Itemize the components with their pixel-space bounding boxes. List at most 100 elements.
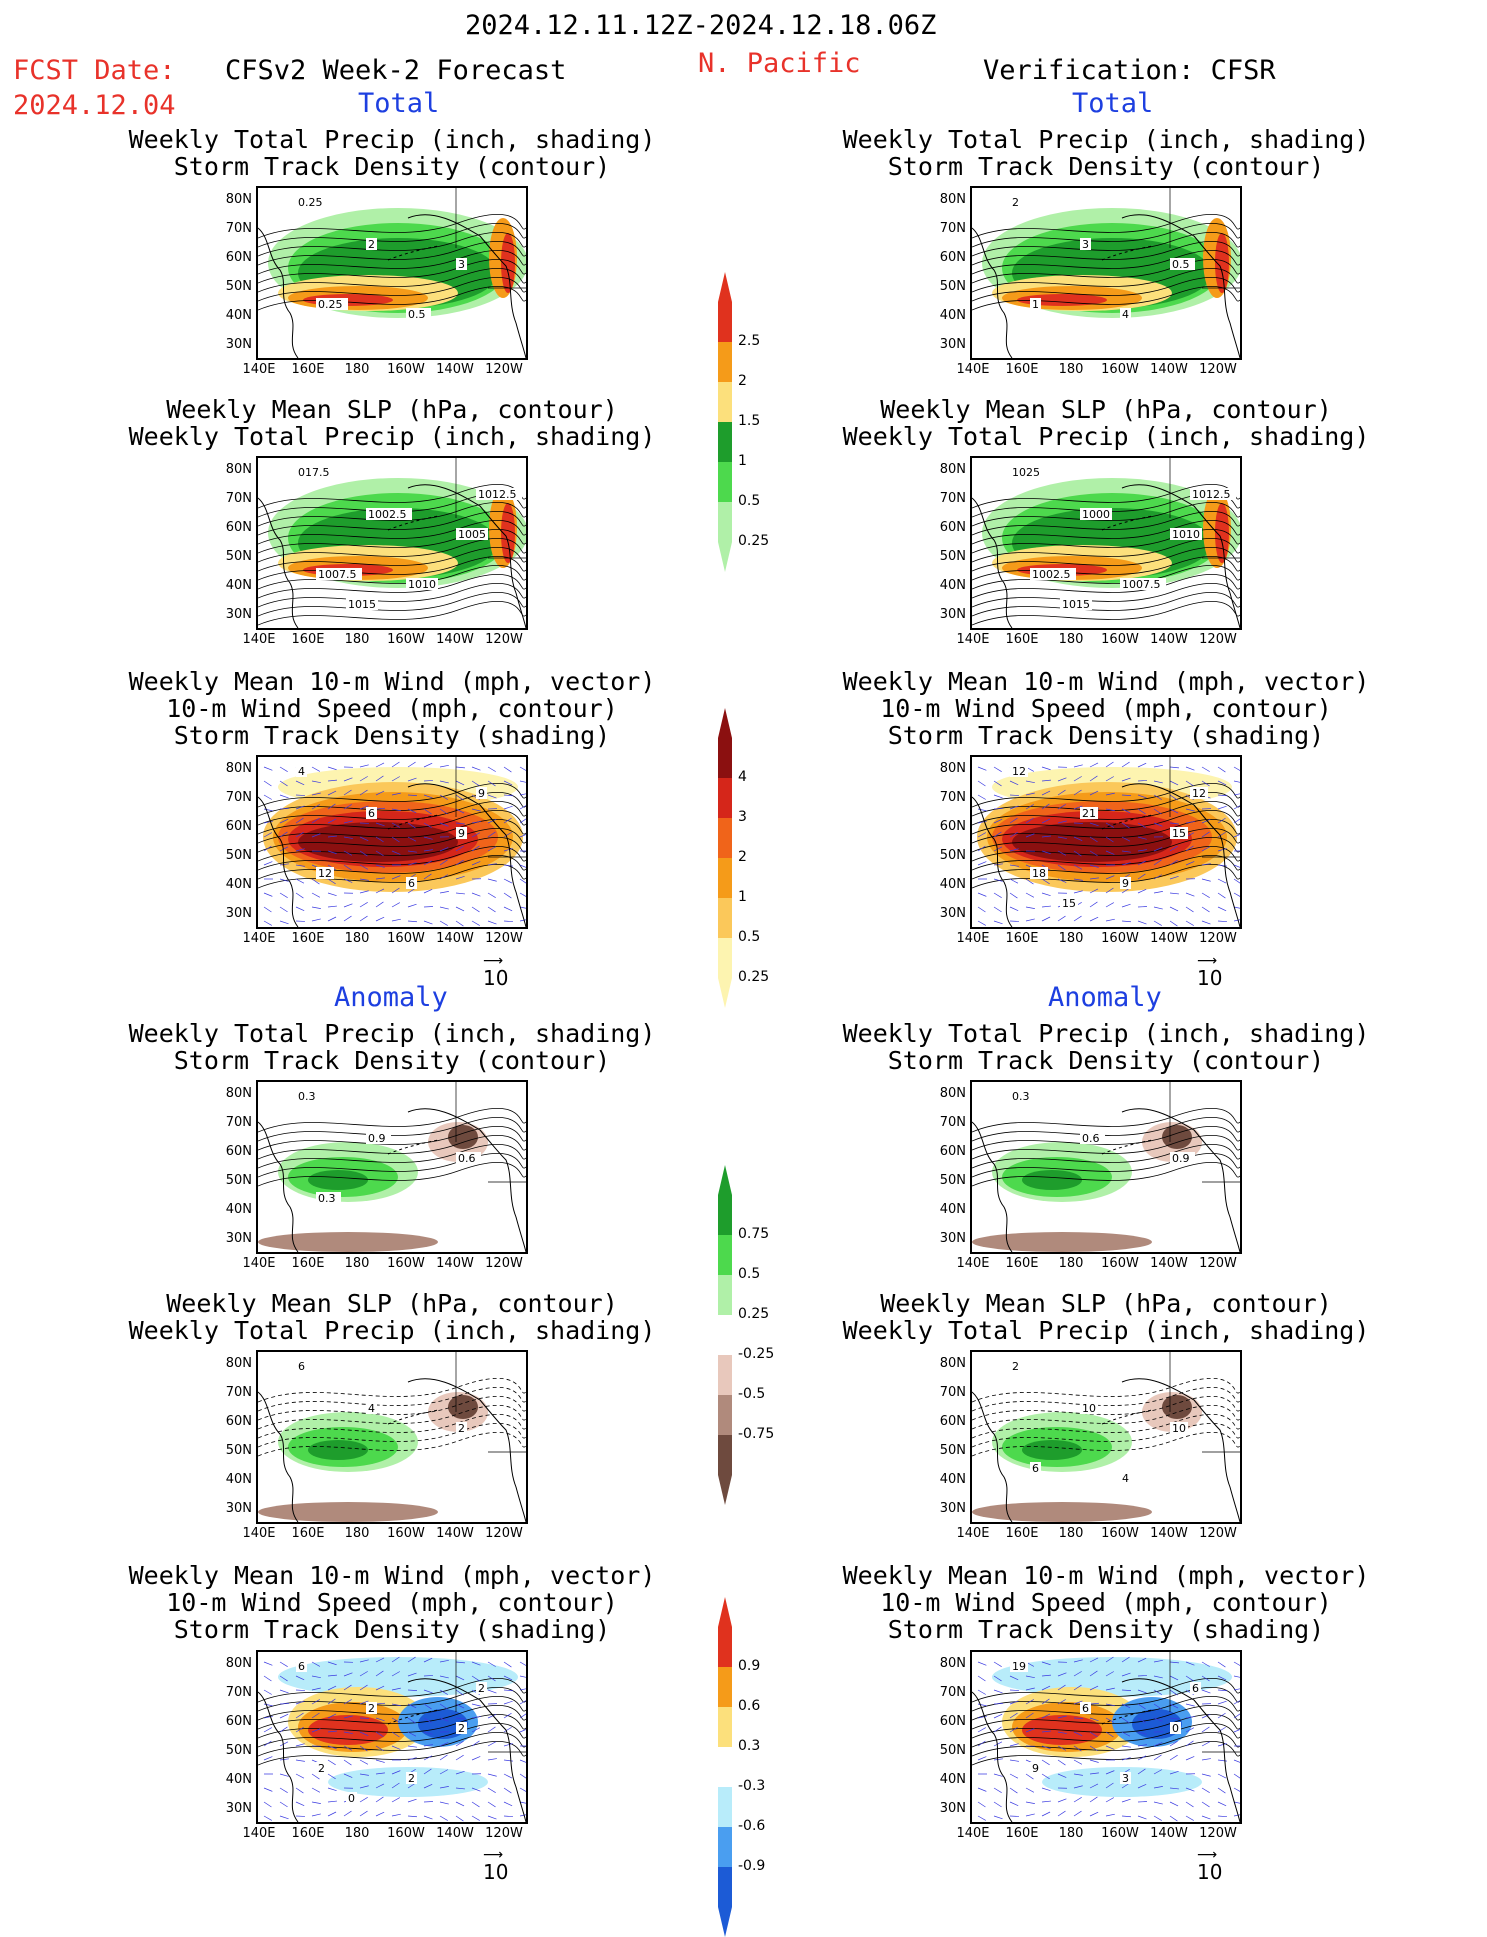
wind-vector <box>280 1703 289 1704</box>
wind-vector <box>264 795 272 800</box>
colorbar-segment <box>718 1667 732 1707</box>
wind-vector <box>1106 762 1113 767</box>
wind-vector <box>1202 1816 1210 1819</box>
colorbar-label: 0.5 <box>738 1266 760 1282</box>
wind-vector <box>1234 1774 1240 1779</box>
lon-tick-label: 140W <box>430 931 480 946</box>
wind-vector <box>1010 1788 1017 1793</box>
contour-label: 0.25 <box>318 298 343 311</box>
wind-vector <box>520 767 526 772</box>
wind-vector <box>1170 1816 1177 1821</box>
contour-label: 2 <box>1012 1360 1019 1373</box>
contour-label: 0.9 <box>368 1132 386 1145</box>
lat-tick-label: 60N <box>220 819 252 834</box>
wind-vector <box>1234 1760 1240 1763</box>
contour-label: 1015 <box>1062 598 1090 611</box>
shade-region <box>972 1232 1152 1252</box>
shade-region <box>258 1232 438 1252</box>
wind-vector <box>1202 1774 1211 1776</box>
wind-vector <box>424 763 432 767</box>
vector-ref-verif-anom: ⟶ 10 <box>1197 1850 1222 1884</box>
wind-vector <box>440 907 449 909</box>
shade-region <box>1022 1170 1082 1190</box>
lat-tick-label: 30N <box>934 906 966 921</box>
wind-vector <box>408 1799 417 1802</box>
wind-vector <box>472 767 480 770</box>
contour-label: 2 <box>478 1682 485 1695</box>
contour-line <box>258 1108 526 1132</box>
title-line-1: Weekly Mean SLP (hPa, contour) <box>806 1290 1406 1317</box>
wind-vector <box>1010 1744 1019 1746</box>
wind-vector <box>264 1816 272 1820</box>
wind-vector <box>440 1802 449 1804</box>
section-anomaly-left: Anomaly <box>334 982 448 1013</box>
lon-tick-label: 140E <box>234 632 284 647</box>
lat-tick-label: 40N <box>934 308 966 323</box>
lat-tick-label: 50N <box>934 848 966 863</box>
lat-tick-label: 80N <box>934 1086 966 1101</box>
wind-vector <box>978 1802 985 1807</box>
lon-tick-label: 140W <box>1144 362 1194 377</box>
contour-label: 0 <box>348 1792 355 1805</box>
wind-vector <box>456 1816 463 1821</box>
contour-label: 6 <box>298 1360 305 1373</box>
title-line-2: 10-m Wind Speed (mph, contour) <box>806 1589 1406 1616</box>
wind-vector <box>376 917 384 921</box>
lon-tick-label: 160E <box>997 931 1047 946</box>
colorbar-label: 0.25 <box>738 969 769 985</box>
lon-tick-label: 140E <box>948 931 998 946</box>
lat-tick-label: 30N <box>220 607 252 622</box>
wind-vector <box>504 879 512 883</box>
wind-vector <box>1154 921 1162 926</box>
colorbar-segment <box>718 1747 732 1787</box>
wind-vector <box>1154 891 1163 893</box>
contour-label: 0.3 <box>298 1090 316 1103</box>
lat-tick-label: 40N <box>934 578 966 593</box>
wind-vector <box>440 1816 448 1821</box>
wind-vector <box>1042 767 1051 770</box>
lat-tick-label: 30N <box>220 906 252 921</box>
colorbar-segment <box>718 1275 732 1315</box>
wind-vector <box>264 893 272 896</box>
colorbar-tip <box>718 1907 732 1937</box>
contour-line <box>258 1378 526 1402</box>
title-line-2: Weekly Total Precip (inch, shading) <box>806 423 1406 450</box>
wind-vector <box>1218 1802 1226 1806</box>
lon-tick-label: 120W <box>1193 1256 1243 1271</box>
wind-vector <box>488 767 496 772</box>
contour-label: 2 <box>408 1772 415 1785</box>
wind-vector <box>1202 1802 1210 1807</box>
title-line-1: Weekly Mean 10-m Wind (mph, vector) <box>806 1562 1406 1589</box>
contour-label: 3 <box>458 258 465 271</box>
arrow-right-icon: ⟶ <box>1197 956 1222 966</box>
wind-vector <box>504 1802 512 1806</box>
wind-vector <box>1218 1744 1227 1746</box>
wind-vector <box>1202 893 1210 898</box>
shade-region <box>1022 1440 1082 1460</box>
lat-tick-label: 60N <box>934 1144 966 1159</box>
lat-tick-label: 60N <box>220 1714 252 1729</box>
wind-vector <box>376 763 384 767</box>
wind-vector <box>504 1744 513 1746</box>
title-fcst-anom-slp: Weekly Mean SLP (hPa, contour) Weekly To… <box>92 1290 692 1344</box>
wind-vector <box>408 1746 417 1747</box>
wind-vector <box>392 903 400 907</box>
colorbar-segment <box>718 898 732 938</box>
lon-tick-label: 140E <box>948 1526 998 1541</box>
wind-vector <box>978 1757 986 1760</box>
wind-vector <box>280 1759 289 1760</box>
contour-label: 6 <box>1082 1702 1089 1715</box>
wind-vector <box>1090 902 1097 907</box>
wind-vector <box>488 1788 496 1793</box>
lon-tick-label: 160W <box>381 1256 431 1271</box>
wind-vector <box>978 1704 987 1706</box>
wind-vector <box>1074 1760 1082 1764</box>
lat-tick-label: 60N <box>220 250 252 265</box>
wind-vector <box>488 1816 496 1819</box>
wind-vector <box>488 1742 496 1746</box>
